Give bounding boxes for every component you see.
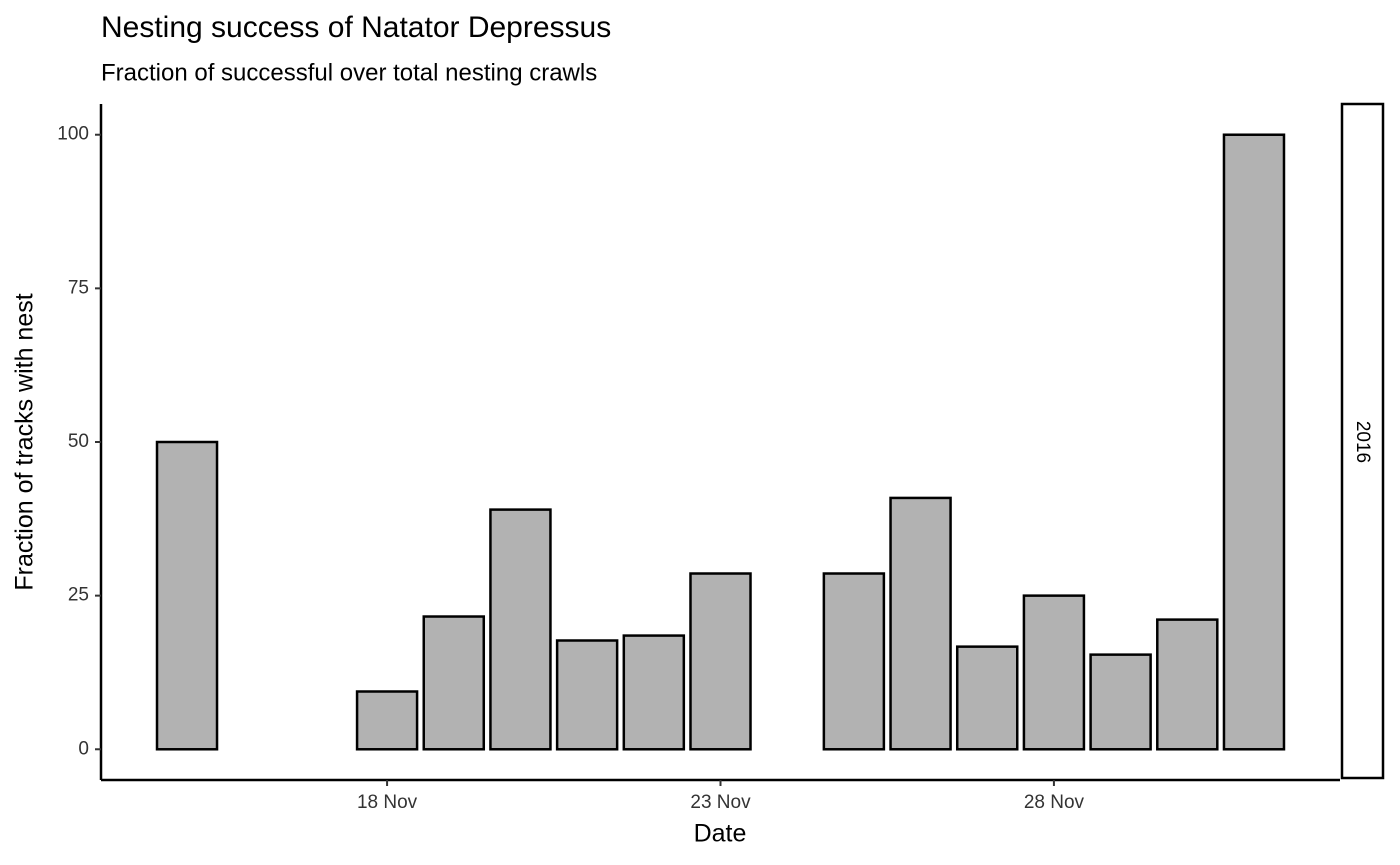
chart-subtitle: Fraction of successful over total nestin…: [101, 59, 597, 86]
bar: [422, 615, 486, 751]
y-axis-label: Fraction of tracks with nest: [11, 293, 39, 590]
facet-label: 2016: [1352, 421, 1373, 463]
chart-title: Nesting success of Natator Depressus: [101, 11, 611, 44]
y-tick-label: 0: [78, 738, 89, 759]
bar: [1222, 133, 1286, 751]
bar: [1089, 653, 1152, 751]
bar: [489, 508, 552, 751]
bar: [355, 690, 419, 751]
y-tick-label: 100: [57, 124, 89, 145]
x-tick-label: 18 Nov: [357, 792, 418, 813]
x-tick-label: 23 Nov: [690, 792, 751, 813]
bar: [822, 572, 886, 751]
bar: [955, 645, 1019, 751]
x-tick-label: 28 Nov: [1024, 792, 1085, 813]
y-tick-label: 50: [68, 431, 89, 452]
bar: [622, 634, 686, 751]
bar: [555, 639, 619, 751]
bar: [889, 496, 952, 751]
facet-strip: [1340, 102, 1385, 780]
y-tick-label: 25: [68, 585, 89, 606]
bar: [689, 572, 752, 751]
y-tick-label: 75: [68, 277, 89, 298]
x-axis-label: Date: [694, 820, 747, 848]
bar: [1022, 594, 1086, 751]
bar: [1156, 618, 1219, 751]
bar: [155, 440, 219, 751]
